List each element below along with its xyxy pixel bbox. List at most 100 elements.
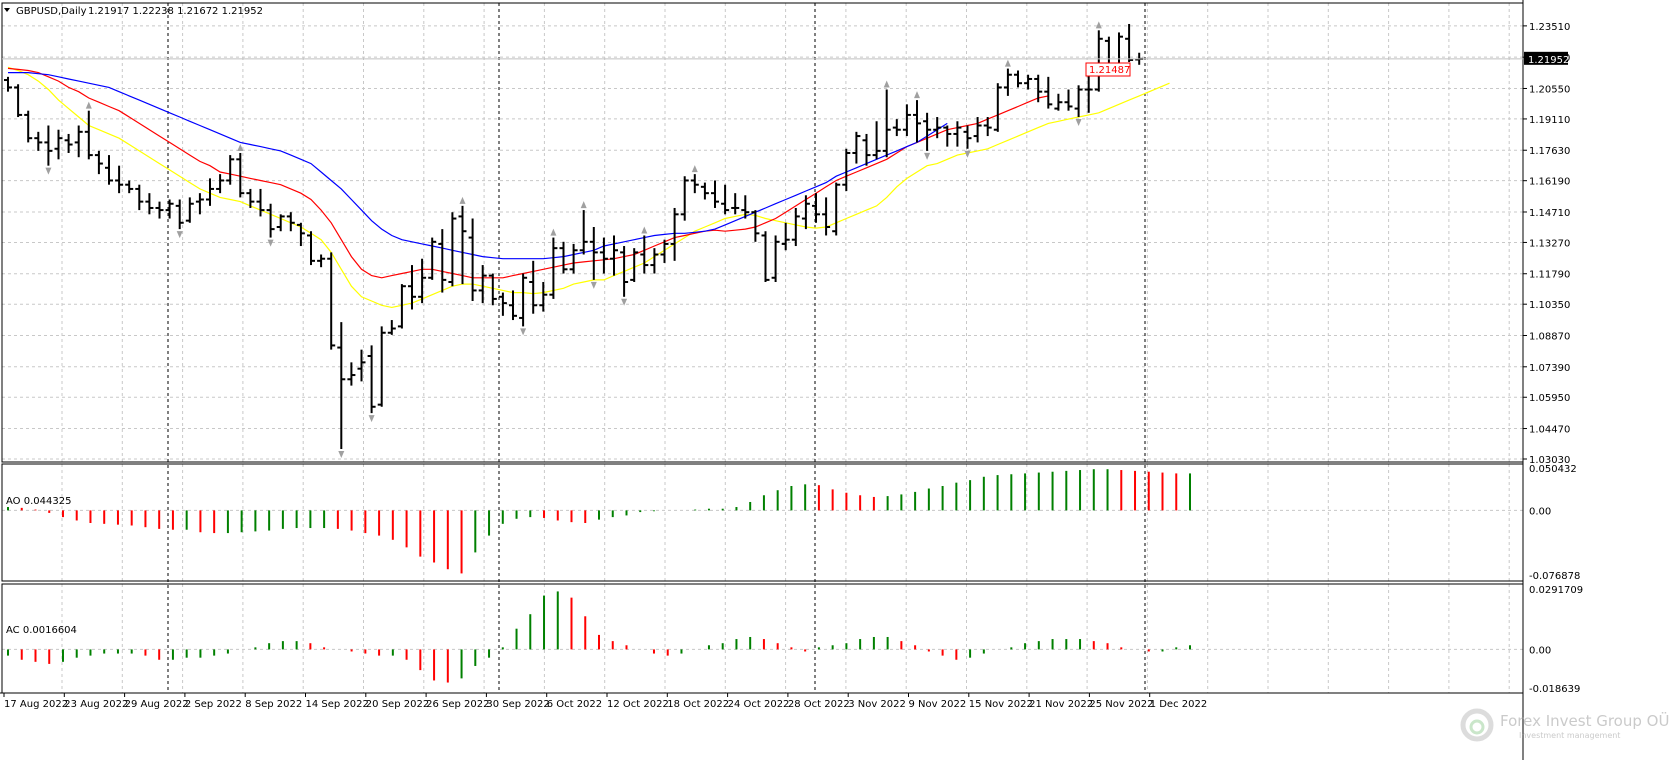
fractal-up-icon [883,80,890,88]
ohlc-bar [387,320,396,335]
ohlc-bar [771,235,780,282]
ohlc-bar [468,218,477,302]
ohlc-bar [781,222,790,251]
time-tick-label: 2 Sep 2022 [185,699,242,710]
panel-frames [0,0,1524,760]
price-tick-label: 1.05950 [1529,393,1570,404]
fractal-down-icon [621,298,628,306]
ohlc-bar [64,133,73,153]
ohlc-bar [448,212,457,287]
ohlc-bar [84,110,93,160]
ma-line-1 [7,66,1170,309]
price-tick-label: 1.08870 [1529,331,1570,342]
ohlc-bar [731,193,740,215]
time-tick-label: 25 Nov 2022 [1089,699,1153,710]
ohlc-bar [579,210,588,255]
ohlc-bar [246,188,255,208]
ao-label: AO 0.044325 [6,496,71,507]
chart-header: GBPUSD,Daily 1.21917 1.22238 1.21672 1.2… [4,6,263,17]
moving-averages [7,66,1170,309]
time-tick-label: 26 Sep 2022 [426,699,489,710]
fractal-down-icon [338,451,345,459]
ohlc-bar [367,345,376,414]
ohlc-bar [700,182,709,200]
fractal-up-icon [237,143,244,151]
panel-frame [1,583,1524,694]
ohlc-bar [206,178,214,206]
ohlc-bar [539,281,548,312]
ac-label: AC 0.0016604 [6,625,77,636]
fractal-down-icon [45,167,52,175]
ohlc-bar [822,197,831,236]
price-tick-label: 1.03030 [1529,455,1570,466]
price-axis: 1.235101.220301.205501.191101.176301.161… [2,22,1583,695]
ohlc-bar [690,174,699,194]
ohlc-bar [418,258,427,304]
panel-frame [1,2,1524,463]
time-tick-label: 29 Aug 2022 [125,699,189,710]
current-price-box [1524,51,1568,65]
fractal-up-icon [914,91,920,99]
ohlc-bar [135,184,144,211]
ohlc-bar [1034,74,1043,103]
ohlc-bar [973,117,982,143]
fractal-up-icon [85,101,92,109]
ohlc-bar [529,260,538,314]
time-tick-label: 20 Sep 2022 [366,699,429,710]
ohlc-bar [741,195,750,219]
ohlc-bar [923,112,932,151]
fractal-down-icon [368,415,375,423]
price-tick-label: 1.16190 [1529,177,1570,188]
ohlc-readout: 1.21917 1.22238 1.21672 1.21952 [88,6,263,17]
fractal-up-icon [691,165,698,173]
ohlc-bar [892,119,901,137]
ohlc-bar [680,176,689,221]
ohlc-bar [276,214,285,232]
ao-tick-label: 0.00 [1529,506,1551,517]
fractal-down-icon [1075,119,1082,127]
dropdown-triangle-icon[interactable] [4,8,10,12]
ohlc-bar [801,195,810,230]
ohlc-bar [266,203,275,238]
ohlc-bar [862,133,871,166]
ohlc-bar [185,197,194,223]
ohlc-bar [519,273,528,327]
price-tick-label: 1.13270 [1529,238,1570,249]
fractal-down-icon [520,328,527,336]
fractal-arrows [45,21,1102,459]
ohlc-bar [963,125,972,149]
fractal-down-icon [267,239,274,247]
ohlc-bar [610,235,618,276]
ohlc-bar [852,131,861,164]
symbol-label: GBPUSD,Daily [16,6,87,17]
fractal-up-icon [459,196,466,204]
ohlc-bar [165,199,174,219]
ac-tick-label: 0.0291709 [1529,585,1583,596]
ohlc-bar [327,252,336,350]
ohlc-bar [195,193,204,215]
watermark-title: Forex Invest Group OÜ [1500,711,1669,730]
logo-inner-icon [1469,719,1485,735]
price-tag-text: 1.21487 [1089,65,1130,76]
time-tick-label: 28 Oct 2022 [788,699,850,710]
ohlc-bar [1084,74,1093,113]
watermark-subtitle: Investment management [1519,731,1620,740]
ohlc-bar [337,322,346,450]
time-tick-label: 30 Sep 2022 [486,699,549,710]
ohlc-bar [670,207,679,261]
ohlc-bar [307,231,315,266]
ohlc-bar [4,76,12,92]
panel-frame [1,463,1524,582]
ohlc-bar [953,121,962,147]
time-tick-label: 24 Oct 2022 [728,699,790,710]
fractal-up-icon [550,228,557,236]
price-tick-label: 1.19110 [1529,115,1570,126]
ao-tick-label: -0.076878 [1529,571,1580,582]
ohlc-bar [175,199,184,230]
ohlc-bar [882,89,891,158]
ohlc-bar [711,180,719,208]
ohlc-bar [1014,70,1022,88]
ohlc-bar [913,100,921,143]
